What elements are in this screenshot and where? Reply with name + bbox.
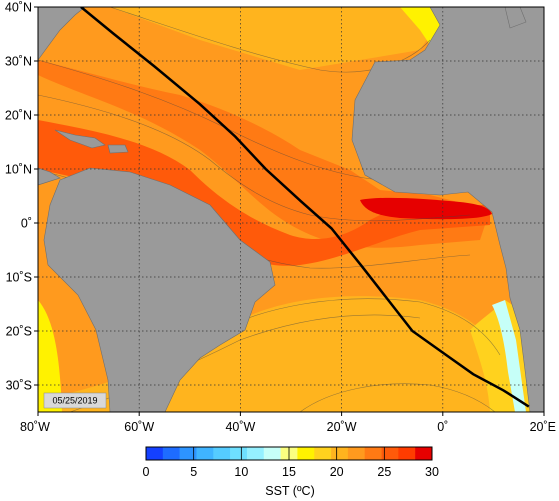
colorbar-swatch-7: [263, 447, 281, 460]
lat-tick-label-3: 10˚N: [5, 163, 32, 177]
colorbar-swatch-1: [162, 447, 180, 460]
sst-zone-north-subtropic: [38, 7, 440, 70]
lon-tick-label-0: 80˚W: [20, 420, 50, 434]
colorbar-swatch-14: [381, 447, 399, 460]
colorbar-tick-label-0: 0: [143, 465, 150, 479]
colorbar-swatch-5: [230, 447, 248, 460]
colorbar-swatch-2: [179, 447, 197, 460]
land-north-america: [38, 7, 86, 61]
colorbar-swatch-9: [297, 447, 315, 460]
lon-tick-label-5: 20˚E: [530, 420, 556, 434]
lon-tick-label-3: 20˚W: [327, 420, 357, 434]
colorbar-swatch-10: [314, 447, 332, 460]
sst-zone-hot-band: [38, 120, 490, 266]
land-central-america: [38, 167, 61, 186]
land-africa: [351, 7, 544, 412]
colorbar-swatch-0: [146, 447, 164, 460]
map-plot-area: [38, 7, 544, 412]
ship-track-line: [80, 7, 530, 408]
land-south-america: [43, 167, 276, 412]
land-masses: [38, 7, 544, 412]
lat-tick-label-6: 20˚S: [6, 325, 32, 339]
colorbar-tick-label-2: 10: [234, 465, 248, 479]
latitude-ticks: 40˚N 30˚N 20˚N 10˚N 0˚ 10˚S 20˚S 30˚S: [5, 1, 38, 393]
lat-tick-label-1: 30˚N: [5, 55, 32, 69]
land-cuba: [54, 129, 106, 149]
date-stamp-box: [43, 392, 107, 409]
colorbar-tick-label-6: 30: [425, 465, 439, 479]
lon-tick-label-4: 0˚: [437, 420, 448, 434]
colorbar-swatch-11: [331, 447, 349, 460]
colorbar-tick-label-5: 25: [377, 465, 391, 479]
sst-colorbar: 0 5 10 15 20 25 30: [143, 446, 439, 479]
land-iberia-coast: [504, 7, 527, 29]
lat-tick-label-5: 10˚S: [6, 271, 32, 285]
colorbar-swatch-4: [213, 447, 231, 460]
colorbar-tick-label-1: 5: [190, 465, 197, 479]
lat-tick-label-4: 0˚: [21, 217, 32, 231]
colorbar-swatch-15: [398, 447, 416, 460]
colorbar-tick-label-3: 15: [282, 465, 296, 479]
date-stamp-label: 05/25/2019: [52, 396, 97, 406]
sst-contours: [38, 7, 501, 412]
longitude-ticks: 80˚W 60˚W 40˚W 20˚W 0˚ 20˚E: [20, 412, 556, 434]
colorbar-tick-label-4: 20: [330, 465, 344, 479]
land-hispaniola: [107, 144, 129, 154]
colorbar-swatch-13: [364, 447, 382, 460]
colorbar-swatch-12: [347, 447, 365, 460]
sst-zone-gulf-of-guinea: [360, 197, 492, 220]
colorbar-swatch-6: [246, 447, 265, 460]
lat-tick-label-7: 30˚S: [6, 379, 32, 393]
lon-tick-label-1: 60˚W: [124, 420, 154, 434]
lat-tick-label-2: 20˚N: [5, 109, 32, 123]
colorbar-swatch-3: [196, 447, 214, 460]
lat-tick-label-0: 40˚N: [5, 1, 32, 15]
map-frame: [37, 6, 545, 413]
colorbar-title: SST (ºC): [265, 484, 314, 498]
colorbar-swatch-16: [415, 447, 433, 460]
sst-zone-benguela-upwelling: [492, 300, 526, 412]
sst-zone-chile-coast: [38, 300, 62, 412]
graticule-grid: [38, 7, 544, 412]
lon-tick-label-2: 40˚W: [225, 420, 255, 434]
